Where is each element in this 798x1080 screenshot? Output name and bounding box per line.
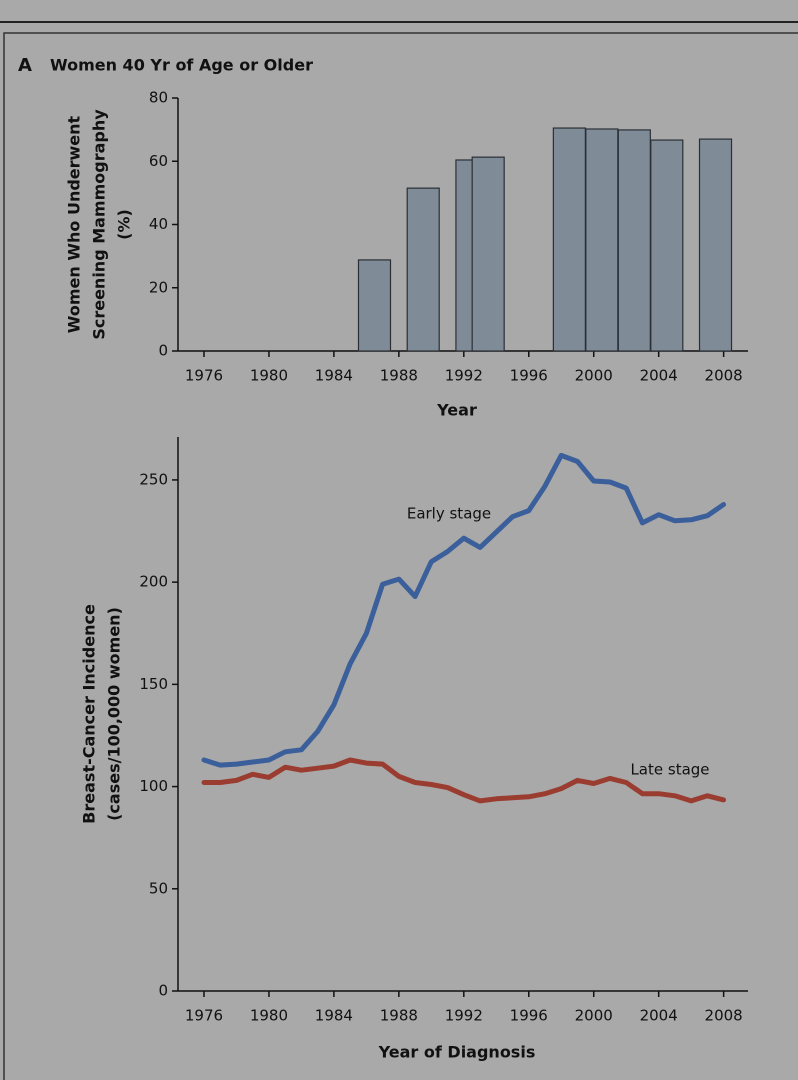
chart-title: Women 40 Yr of Age or Older [50,56,313,75]
x-tick-label: 2004 [640,1007,678,1025]
x-tick-label: 1976 [185,367,223,385]
x-tick-label: 1988 [380,367,418,385]
y-tick-label: 0 [158,342,168,360]
bar [552,127,586,352]
y-axis-title: (%) [115,209,134,240]
y-axis-title: Women Who Underwent [65,115,84,333]
bar [650,139,684,352]
y-tick-label: 200 [139,573,168,591]
y-tick-label: 50 [149,879,168,897]
y-tick-label: 0 [158,982,168,1000]
y-tick-label: 150 [139,675,168,693]
y-tick-label: 250 [139,470,168,488]
y-tick-label: 60 [149,152,168,170]
x-tick-label: 2000 [575,367,613,385]
bar [406,187,440,352]
bar [357,259,392,352]
panel-frame [3,32,798,1080]
series-label: Early stage [407,505,491,523]
x-axis-title: Year [436,401,477,420]
x-tick-label: 1992 [445,1007,483,1025]
y-tick-label: 40 [149,215,168,233]
x-tick-label: 1980 [250,1007,288,1025]
x-tick-label: 2008 [705,1007,743,1025]
x-tick-label: 2004 [640,367,678,385]
y-axis-title: (cases/100,000 women) [105,607,124,821]
bar [585,128,619,352]
y-tick-label: 100 [139,777,168,795]
x-axis-title: Year of Diagnosis [378,1043,536,1062]
x-tick-label: 1992 [445,367,483,385]
bar [698,138,733,352]
panel-label: A [18,55,32,76]
line-series [201,757,727,804]
y-tick-label: 80 [149,89,168,107]
x-tick-label: 2000 [575,1007,613,1025]
x-tick-label: 1996 [510,1007,548,1025]
x-tick-label: 1988 [380,1007,418,1025]
bar [471,156,505,352]
y-tick-label: 20 [149,278,168,296]
bar [617,129,651,352]
x-tick-label: 1996 [510,367,548,385]
x-tick-label: 1980 [250,367,288,385]
x-tick-label: 2008 [705,367,743,385]
x-tick-label: 1984 [315,1007,353,1025]
x-tick-label: 1976 [185,1007,223,1025]
series-label: Late stage [630,761,709,779]
y-axis-title: Breast-Cancer Incidence [80,604,99,824]
x-tick-label: 1984 [315,367,353,385]
line-series [201,452,727,768]
y-axis-title: Screening Mammography [90,109,109,340]
